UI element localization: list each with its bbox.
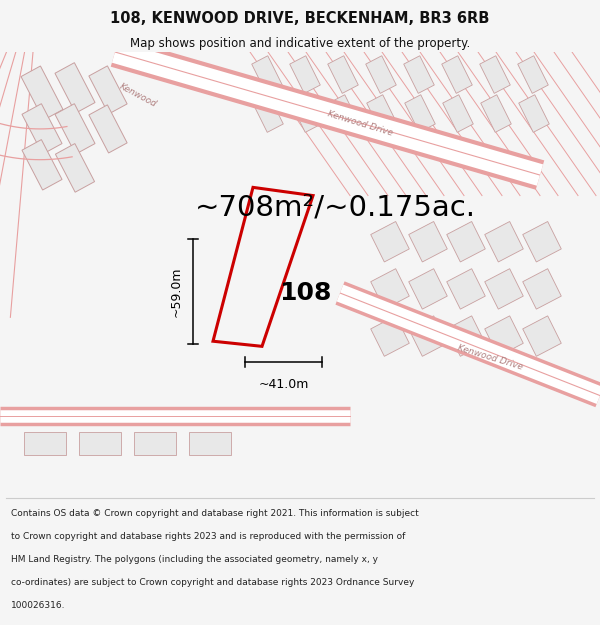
Polygon shape <box>290 56 320 93</box>
Polygon shape <box>447 221 485 262</box>
Polygon shape <box>523 269 561 309</box>
Polygon shape <box>22 139 62 190</box>
Polygon shape <box>480 56 510 93</box>
Polygon shape <box>523 221 561 262</box>
Text: ~59.0m: ~59.0m <box>170 266 183 317</box>
Polygon shape <box>447 316 485 356</box>
Text: ~41.0m: ~41.0m <box>259 378 308 391</box>
Text: ~708m²/~0.175ac.: ~708m²/~0.175ac. <box>195 194 476 222</box>
Text: 108: 108 <box>279 281 331 305</box>
Polygon shape <box>189 432 231 455</box>
Text: 108, KENWOOD DRIVE, BECKENHAM, BR3 6RB: 108, KENWOOD DRIVE, BECKENHAM, BR3 6RB <box>110 11 490 26</box>
Polygon shape <box>253 95 283 132</box>
Polygon shape <box>443 95 473 132</box>
Polygon shape <box>518 56 548 93</box>
Polygon shape <box>22 104 62 154</box>
Polygon shape <box>367 95 397 132</box>
Polygon shape <box>442 56 472 93</box>
Text: Map shows position and indicative extent of the property.: Map shows position and indicative extent… <box>130 38 470 51</box>
Text: Kenwood Drive: Kenwood Drive <box>326 109 394 138</box>
Text: Kenwood: Kenwood <box>118 81 158 109</box>
Polygon shape <box>252 56 282 93</box>
Polygon shape <box>409 269 447 309</box>
Text: co-ordinates) are subject to Crown copyright and database rights 2023 Ordnance S: co-ordinates) are subject to Crown copyr… <box>11 578 414 587</box>
Polygon shape <box>55 62 95 113</box>
Polygon shape <box>366 56 396 93</box>
Text: HM Land Registry. The polygons (including the associated geometry, namely x, y: HM Land Registry. The polygons (includin… <box>11 555 378 564</box>
Polygon shape <box>447 269 485 309</box>
Polygon shape <box>55 144 95 192</box>
Polygon shape <box>409 221 447 262</box>
Polygon shape <box>371 269 409 309</box>
Text: Kenwood Drive: Kenwood Drive <box>456 343 524 372</box>
Polygon shape <box>485 269 523 309</box>
Polygon shape <box>523 316 561 356</box>
Polygon shape <box>404 56 434 93</box>
Polygon shape <box>485 221 523 262</box>
Text: 100026316.: 100026316. <box>11 601 65 610</box>
Polygon shape <box>371 316 409 356</box>
Polygon shape <box>79 432 121 455</box>
Polygon shape <box>485 316 523 356</box>
Polygon shape <box>519 95 549 132</box>
Polygon shape <box>55 104 95 154</box>
Text: to Crown copyright and database rights 2023 and is reproduced with the permissio: to Crown copyright and database rights 2… <box>11 532 405 541</box>
Polygon shape <box>134 432 176 455</box>
Polygon shape <box>481 95 511 132</box>
Polygon shape <box>24 432 66 455</box>
Polygon shape <box>291 95 321 132</box>
Polygon shape <box>371 221 409 262</box>
Text: Contains OS data © Crown copyright and database right 2021. This information is : Contains OS data © Crown copyright and d… <box>11 509 419 518</box>
Polygon shape <box>409 316 447 356</box>
Polygon shape <box>89 66 127 114</box>
Polygon shape <box>328 56 358 93</box>
Polygon shape <box>21 66 63 120</box>
Polygon shape <box>405 95 435 132</box>
Polygon shape <box>329 95 359 132</box>
Polygon shape <box>89 105 127 153</box>
